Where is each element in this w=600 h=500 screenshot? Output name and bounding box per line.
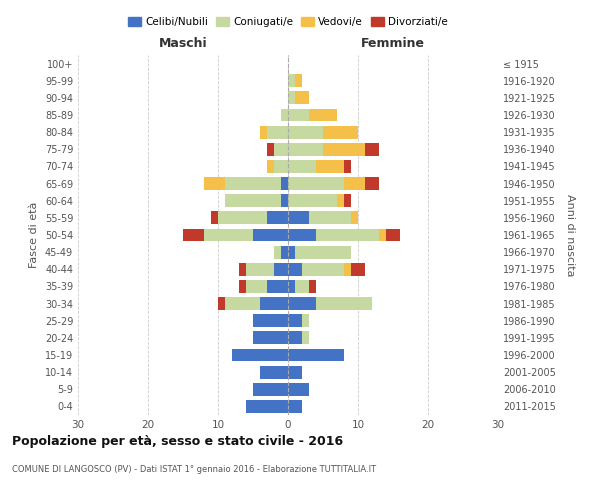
Bar — [267, 212, 288, 224]
Bar — [253, 228, 288, 241]
Bar — [274, 263, 288, 276]
Bar — [204, 228, 253, 241]
Bar — [288, 194, 337, 207]
Bar — [253, 314, 288, 327]
Bar — [274, 160, 288, 173]
Text: Femmine: Femmine — [361, 37, 425, 50]
Bar — [260, 366, 288, 378]
Bar — [288, 297, 316, 310]
Bar — [281, 177, 288, 190]
Bar — [365, 177, 379, 190]
Bar — [267, 160, 274, 173]
Bar — [281, 246, 288, 258]
Bar — [239, 280, 246, 293]
Bar — [288, 314, 302, 327]
Bar — [337, 194, 344, 207]
Bar — [204, 177, 225, 190]
Bar — [351, 263, 365, 276]
Bar — [218, 212, 267, 224]
Bar — [386, 228, 400, 241]
Bar — [302, 332, 309, 344]
Bar — [295, 74, 302, 87]
Bar — [365, 143, 379, 156]
Bar — [288, 366, 302, 378]
Bar — [302, 263, 344, 276]
Bar — [316, 228, 379, 241]
Bar — [316, 297, 372, 310]
Bar — [267, 280, 288, 293]
Bar — [225, 297, 260, 310]
Bar — [274, 246, 281, 258]
Bar — [344, 194, 351, 207]
Bar — [253, 383, 288, 396]
Bar — [288, 108, 309, 122]
Bar — [288, 143, 323, 156]
Bar — [344, 177, 365, 190]
Y-axis label: Anni di nascita: Anni di nascita — [565, 194, 575, 276]
Bar — [309, 280, 316, 293]
Bar — [323, 126, 358, 138]
Bar — [239, 263, 246, 276]
Bar — [288, 160, 316, 173]
Y-axis label: Fasce di età: Fasce di età — [29, 202, 39, 268]
Bar — [288, 263, 302, 276]
Bar — [281, 194, 288, 207]
Bar — [295, 246, 351, 258]
Bar — [218, 297, 225, 310]
Text: COMUNE DI LANGOSCO (PV) - Dati ISTAT 1° gennaio 2016 - Elaborazione TUTTITALIA.I: COMUNE DI LANGOSCO (PV) - Dati ISTAT 1° … — [12, 465, 376, 474]
Bar — [323, 143, 365, 156]
Bar — [225, 177, 281, 190]
Bar — [316, 160, 344, 173]
Bar — [288, 280, 295, 293]
Bar — [246, 263, 274, 276]
Bar — [232, 348, 288, 362]
Bar — [288, 400, 302, 413]
Bar — [295, 280, 309, 293]
Bar — [288, 332, 302, 344]
Bar — [379, 228, 386, 241]
Bar — [225, 194, 281, 207]
Bar — [211, 212, 218, 224]
Bar — [309, 108, 337, 122]
Bar — [281, 108, 288, 122]
Text: Popolazione per età, sesso e stato civile - 2016: Popolazione per età, sesso e stato civil… — [12, 435, 343, 448]
Bar — [344, 263, 351, 276]
Bar — [253, 332, 288, 344]
Bar — [288, 228, 316, 241]
Bar — [288, 212, 309, 224]
Bar — [267, 143, 274, 156]
Bar — [309, 212, 351, 224]
Bar — [295, 92, 309, 104]
Bar — [288, 177, 344, 190]
Text: Maschi: Maschi — [158, 37, 208, 50]
Bar — [183, 228, 204, 241]
Bar — [288, 92, 295, 104]
Legend: Celibi/Nubili, Coniugati/e, Vedovi/e, Divorziati/e: Celibi/Nubili, Coniugati/e, Vedovi/e, Di… — [124, 12, 452, 31]
Bar — [260, 297, 288, 310]
Bar — [302, 314, 309, 327]
Bar — [288, 348, 344, 362]
Bar — [288, 74, 295, 87]
Bar — [260, 126, 267, 138]
Bar — [246, 280, 267, 293]
Bar — [288, 246, 295, 258]
Bar — [246, 400, 288, 413]
Bar — [288, 383, 309, 396]
Bar — [274, 143, 288, 156]
Bar — [351, 212, 358, 224]
Bar — [267, 126, 288, 138]
Bar — [344, 160, 351, 173]
Bar — [288, 126, 323, 138]
